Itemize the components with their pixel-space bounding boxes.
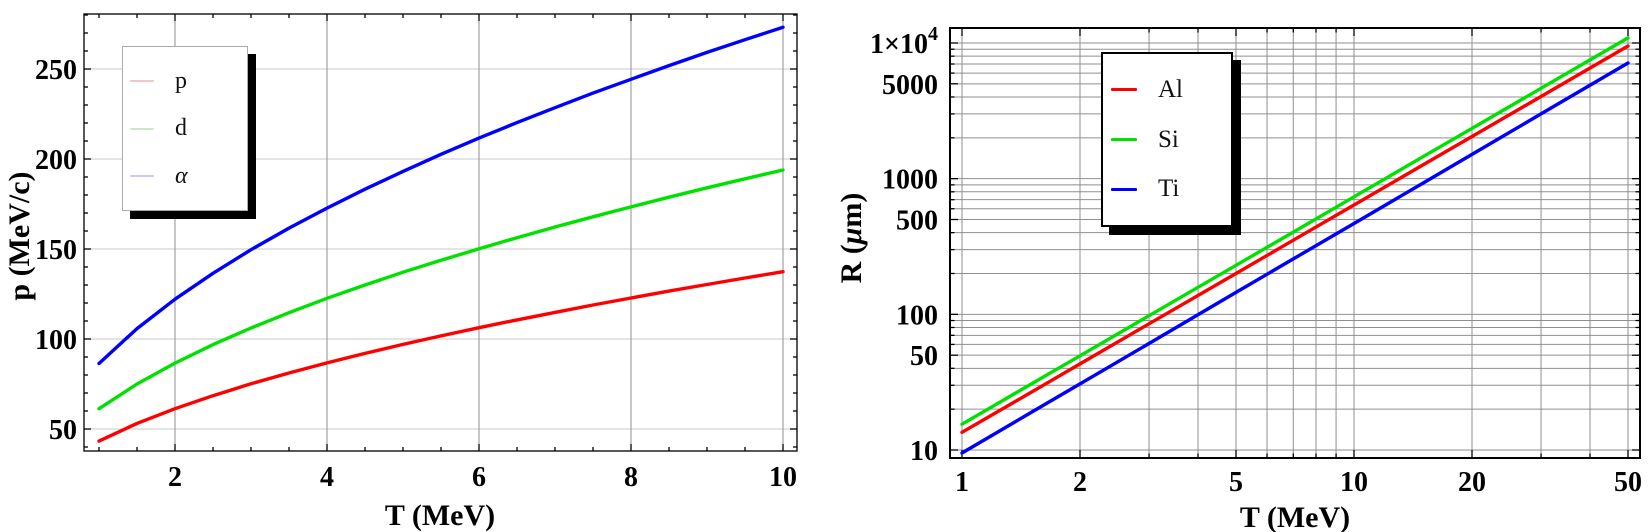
x-tick-label: 5 [1229, 467, 1243, 498]
right-y-axis-title: R (μ m) [832, 88, 872, 388]
x-tick-label: 50 [1614, 467, 1642, 498]
legend-label-al: Al [1158, 75, 1183, 103]
x-tick-label: 2 [168, 462, 182, 493]
curve-p [97, 270, 785, 443]
left-legend-box: p d α [122, 46, 248, 211]
legend-entry-alpha: α [123, 163, 247, 190]
right-y-title-prefix: R ( [835, 244, 868, 284]
legend-entry-p: p [123, 68, 247, 95]
p-line-swatch [130, 80, 154, 82]
y-tick-label: 1×104 [870, 23, 938, 60]
al-line-swatch [1111, 88, 1137, 92]
x-tick-label: 10 [769, 462, 797, 493]
curve-alpha [97, 25, 785, 366]
x-tick-label: 4 [320, 462, 334, 493]
right-x-axis-title: T (MeV) [1239, 501, 1351, 532]
alpha-line-swatch [130, 175, 154, 177]
legend-entry-ti: Ti [1103, 175, 1231, 203]
curve-si [960, 36, 1630, 426]
plot-frame [949, 27, 1641, 459]
legend-entry-si: Si [1103, 126, 1231, 154]
x-tick-label: 1 [955, 467, 969, 498]
y-tick-label: 1000 [882, 165, 938, 196]
right-y-title-suffix: m) [835, 192, 868, 228]
x-tick-label: 20 [1458, 467, 1486, 498]
mu-symbol: μ [835, 227, 868, 245]
curve-al [960, 44, 1630, 434]
legend-label-p: p [175, 67, 187, 94]
x-tick-label: 2 [1073, 467, 1087, 498]
legend-label-si: Si [1158, 125, 1179, 153]
y-tick-label: 100 [35, 325, 77, 356]
x-tick-label: 6 [472, 462, 486, 493]
y-tick-label: 200 [35, 145, 77, 176]
y-tick-label: 250 [35, 55, 77, 86]
left-x-axis-title: T (MeV) [384, 499, 496, 532]
legend-entry-al: Al [1103, 76, 1231, 104]
y-tick-label: 5000 [882, 70, 938, 101]
curve-d [97, 168, 785, 411]
y-tick-label: 150 [35, 235, 77, 266]
ti-line-swatch [1111, 187, 1137, 191]
y-tick-label: 100 [896, 300, 938, 331]
legend-entry-d: d [123, 115, 247, 142]
right-legend: Al Si Ti [1101, 52, 1241, 235]
y-tick-label: 500 [896, 206, 938, 237]
si-line-swatch [1111, 138, 1137, 141]
y-tick-label: 10 [910, 436, 938, 467]
d-line-swatch [130, 127, 154, 130]
curve-ti [960, 61, 1630, 455]
x-tick-label: 10 [1340, 467, 1368, 498]
x-tick-label: 8 [624, 462, 638, 493]
left-y-axis-title: p (MeV/c) [3, 171, 36, 301]
right-legend-box: Al Si Ti [1101, 52, 1233, 227]
left-legend: p d α [122, 46, 256, 219]
y-tick-label: 50 [49, 415, 77, 446]
y-tick-label: 50 [910, 341, 938, 372]
range-plot: 1 2 5 10 20 50 1×104 5000 1000 500 100 50 10 [870, 23, 1642, 498]
legend-label-ti: Ti [1158, 175, 1180, 203]
legend-label-alpha: α [175, 162, 188, 189]
legend-label-d: d [175, 115, 187, 141]
